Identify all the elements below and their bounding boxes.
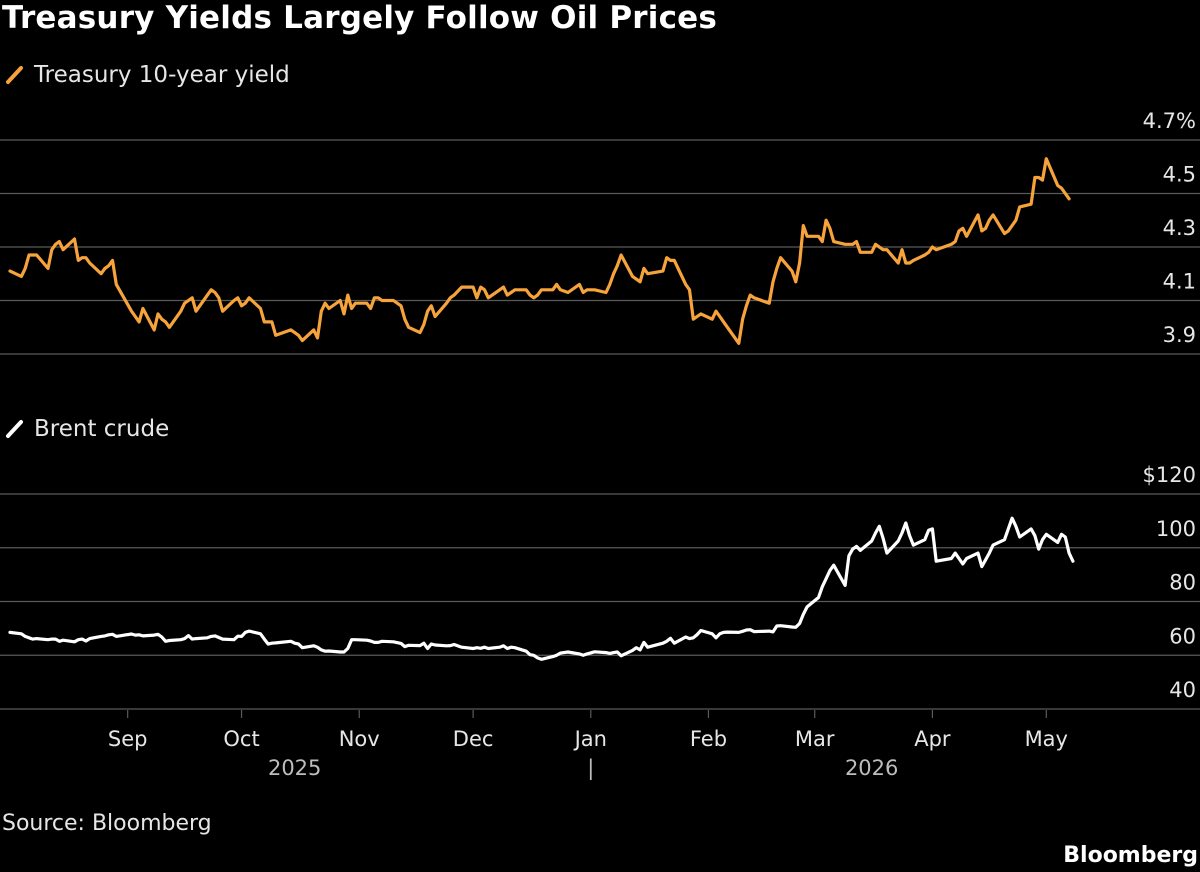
- y-tick-label: $120: [1143, 463, 1196, 487]
- y-tick-label: 100: [1156, 517, 1196, 541]
- legend-brent: Brent crude: [4, 416, 169, 442]
- legend-swatch-treasury: [4, 64, 26, 86]
- y-tick-label: 80: [1169, 571, 1196, 595]
- x-tick-label: Feb: [690, 727, 727, 751]
- x-tick-label: Sep: [108, 727, 148, 751]
- y-tick-label: 4.5: [1163, 163, 1196, 187]
- bloomberg-logo: Bloomberg: [1063, 843, 1198, 868]
- x-tick-label: Oct: [223, 727, 259, 751]
- legend-swatch-brent: [4, 418, 26, 440]
- source-note: Source: Bloomberg: [2, 811, 212, 836]
- x-tick-label: Dec: [453, 727, 494, 751]
- y-tick-label: 60: [1169, 624, 1196, 648]
- x-tick-label: Mar: [795, 727, 835, 751]
- x-tick-label: Apr: [914, 727, 951, 751]
- legend-treasury: Treasury 10-year yield: [4, 62, 290, 88]
- x-tick-label: Nov: [339, 727, 380, 751]
- brent-crude-line: [8, 516, 1075, 661]
- legend-label-brent: Brent crude: [34, 416, 170, 442]
- y-tick-label: 4.1: [1163, 270, 1196, 294]
- legend-label-treasury: Treasury 10-year yield: [34, 62, 290, 88]
- year-label: 2025: [268, 756, 321, 780]
- x-tick-label: Jan: [573, 727, 607, 751]
- y-tick-label: 4.7%: [1143, 109, 1196, 133]
- year-label: 2026: [845, 756, 898, 780]
- chart-title: Treasury Yields Largely Follow Oil Price…: [2, 0, 718, 36]
- y-tick-label: 40: [1169, 678, 1196, 702]
- treasury-yield-line: [8, 157, 1071, 345]
- y-tick-label: 4.3: [1163, 216, 1196, 240]
- year-separator: |: [587, 756, 594, 781]
- y-tick-label: 3.9: [1163, 323, 1196, 347]
- x-tick-label: May: [1025, 727, 1068, 751]
